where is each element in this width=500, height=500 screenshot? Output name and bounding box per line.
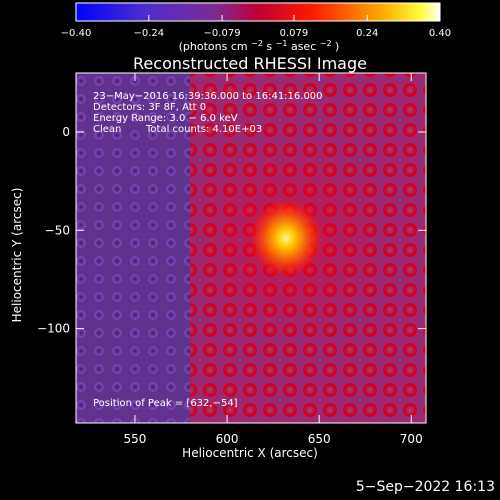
colorbar-unit-part-c: s bbox=[266, 40, 272, 53]
info-line-1: 23−May−2016 16:39:36.000 to 16:41:16.000 bbox=[93, 91, 323, 102]
colorbar-unit-part-e: asec bbox=[291, 40, 316, 53]
info-line-4b: Total counts: 4.10E+03 bbox=[145, 124, 262, 135]
x-axis-label: Heliocentric X (arcsec) bbox=[182, 446, 318, 460]
y-axis-label: Heliocentric Y (arcsec) bbox=[10, 188, 24, 323]
colorbar-unit-part-g: ) bbox=[335, 40, 339, 53]
colorbar-tick-label: −0.079 bbox=[204, 28, 241, 39]
info-line-4a: Clean bbox=[93, 124, 121, 135]
info-line-2: Detectors: 3F 8F, Att 0 bbox=[93, 102, 206, 113]
peak-position-label: Position of Peak = [632,−54] bbox=[93, 398, 238, 409]
colorbar-tick-label: 0.40 bbox=[429, 28, 451, 39]
heatmap-peak-core bbox=[248, 198, 324, 279]
image-annotations: 23−May−2016 16:39:36.000 to 16:41:16.000… bbox=[93, 91, 323, 409]
y-tick-label: −100 bbox=[37, 322, 70, 336]
colorbar-tick-labels: −0.40 −0.24 −0.079 0.079 0.24 0.40 bbox=[61, 28, 451, 39]
colorbar-unit-label: (photons cm −2 s −1 asec −2 ) bbox=[179, 36, 340, 53]
x-tick-label: 700 bbox=[400, 432, 423, 446]
colorbar-tick-label: 0.079 bbox=[280, 28, 309, 39]
colorbar-gradient bbox=[75, 2, 441, 22]
colorbar-unit-part-f: −2 bbox=[320, 39, 332, 48]
y-tick-label: 0 bbox=[62, 125, 70, 139]
y-tick-label: −50 bbox=[45, 223, 70, 237]
colorbar-unit-part-a: (photons cm bbox=[179, 40, 248, 53]
axis-tick-labels: 550 600 650 700 0 −50 −100 bbox=[37, 125, 423, 446]
x-tick-label: 550 bbox=[123, 432, 146, 446]
footer-timestamp: 5−Sep−2022 16:13 bbox=[356, 479, 495, 495]
info-line-3: Energy Range: 3.0 − 6.0 keV bbox=[93, 113, 238, 124]
colorbar-tick-label: −0.24 bbox=[133, 28, 164, 39]
colorbar-unit-part-b: −2 bbox=[251, 39, 263, 48]
x-tick-label: 650 bbox=[308, 432, 331, 446]
colorbar-unit-part-d: −1 bbox=[276, 39, 288, 48]
heatmap-image bbox=[76, 73, 426, 423]
colorbar-tick-label: −0.40 bbox=[61, 28, 92, 39]
axis-ticks bbox=[76, 73, 426, 423]
plot-frame bbox=[75, 72, 427, 424]
x-tick-label: 600 bbox=[216, 432, 239, 446]
colorbar-ticks bbox=[75, 15, 441, 21]
chart-title: Reconstructed RHESSI Image bbox=[133, 54, 367, 73]
colorbar: −0.40 −0.24 −0.079 0.079 0.24 0.40 (photons c… bbox=[61, 2, 451, 53]
plot-area: 550 600 650 700 0 −50 −100 bbox=[37, 72, 427, 446]
colorbar-tick-label: 0.24 bbox=[356, 28, 378, 39]
heatmap-background-region bbox=[76, 73, 191, 423]
